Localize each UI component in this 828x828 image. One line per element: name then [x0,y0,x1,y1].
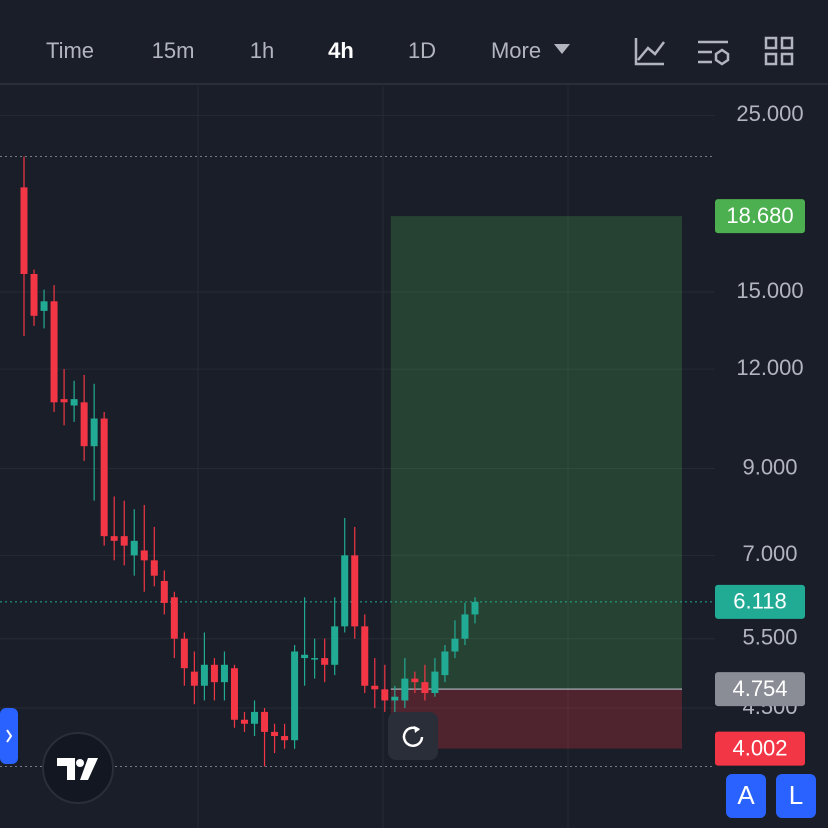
interval-button[interactable]: 4h [328,38,354,63]
candle-body [351,555,359,627]
candle-body [50,301,58,403]
y-tick-label: 25.000 [736,101,803,126]
settings-icon[interactable] [698,40,730,66]
candle-body [341,555,349,627]
candle-body [261,711,269,732]
candle-body [70,399,78,406]
candle-body [461,614,469,639]
auto-label: A [737,780,755,810]
price-label: 4.754 [732,676,787,701]
candle-body [230,668,238,720]
side-arrow [6,729,13,743]
interval-button[interactable]: 15m [152,38,195,63]
y-tick-label: 12.000 [736,355,803,380]
price-label-box [715,584,805,619]
candle-body [281,736,289,741]
logo[interactable] [42,732,114,804]
candle-body [441,651,449,676]
replay-icon [402,726,424,747]
auto-button[interactable] [726,774,766,818]
price-label-box [715,672,805,707]
candle-body [271,731,279,737]
logo-mark [57,758,98,780]
candle-body [391,696,399,701]
candle-body [251,711,259,724]
candle-body [20,187,28,274]
candle-body [311,658,319,660]
candle-body [30,273,38,316]
candle-body [190,671,198,686]
price-label: 4.002 [732,735,787,760]
indicator-icon[interactable] [634,38,665,66]
candle-body [210,664,218,683]
more-button[interactable]: More [491,38,541,63]
candle-body [170,597,178,639]
candle-body [401,678,409,701]
price-label-box [715,731,805,766]
candle-body [40,301,48,311]
price-label: 18.680 [726,203,793,228]
more-arrow[interactable] [554,44,570,54]
candle-body [120,536,128,546]
candle-body [180,638,188,669]
candle-body [421,682,429,694]
candle-body [200,664,208,686]
candle-body [371,685,379,690]
layout-icon[interactable] [764,36,794,66]
y-tick-label: 9.000 [742,454,797,479]
candle-body [160,580,168,603]
replay-button[interactable] [388,712,438,760]
y-tick-label: 15.000 [736,278,803,303]
candle-body [291,651,299,741]
candle-body [240,719,248,724]
candle-body [451,638,459,652]
log-label: L [789,780,803,810]
candle-body [60,399,68,403]
logo-dot [76,759,84,767]
candle-body [220,664,228,683]
price-label: 6.118 [733,589,786,614]
candle-body [331,626,339,665]
candle-body [431,671,439,694]
interval-button[interactable]: 1h [250,38,274,63]
interval-button[interactable]: Time [46,38,94,63]
candle-body [301,654,309,659]
price-label-box [715,199,805,234]
y-tick-label: 5.500 [742,625,797,650]
interval-button[interactable]: 1D [408,38,436,63]
candle-body [411,678,419,683]
candle-body [150,560,158,576]
side-toggle[interactable] [0,708,18,764]
replay-arrow [414,726,420,733]
candle-body [471,601,479,615]
profit-zone [390,216,682,690]
candle-body [110,536,118,541]
candle-body [321,658,329,665]
candle-body [130,540,138,556]
toolbar-icons [634,36,794,66]
candle-body [361,626,369,686]
y-tick-label: 7.000 [742,541,797,566]
log-button[interactable] [776,774,816,818]
candle-body [100,418,108,537]
vertical-grid [197,86,569,828]
candle-body [381,689,389,701]
candle-body [80,402,88,447]
candle-body [90,418,98,447]
loss-zone [390,689,682,749]
candle-body [140,550,148,561]
